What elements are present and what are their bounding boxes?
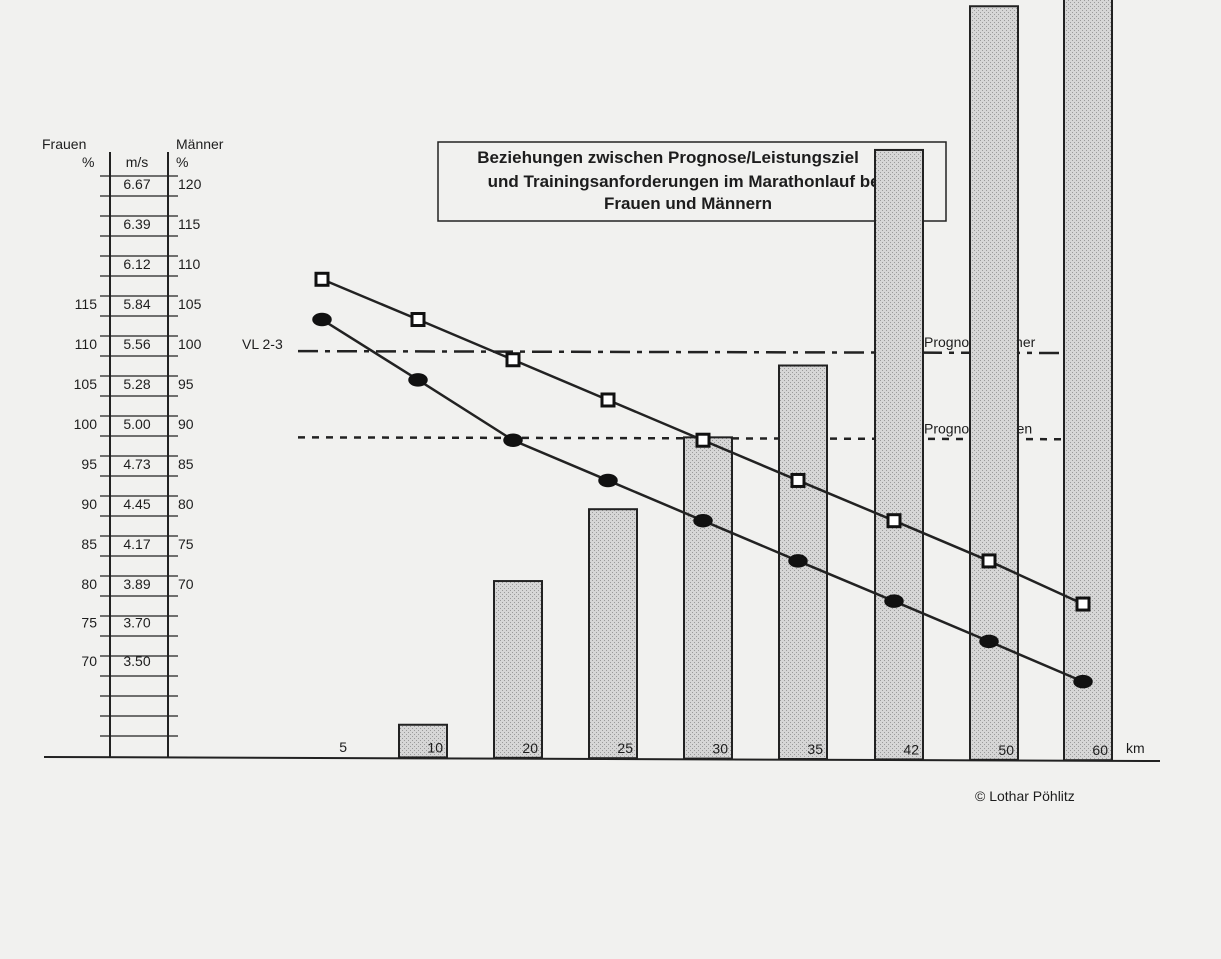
copyright: © Lothar Pöhlitz — [975, 788, 1075, 804]
bars: 5 10 20 25 30 35 42 50 60 — [339, 0, 1113, 762]
scale-maenner-label: 120 — [178, 176, 202, 192]
x-tick-label: 25 — [617, 740, 633, 756]
scale-ms-label: 6.12 — [123, 256, 150, 272]
scale-ms-label: 5.28 — [123, 376, 150, 392]
x-axis-unit: km — [1126, 740, 1145, 756]
scale-frauen-label: 75 — [81, 615, 97, 631]
series-point-square — [695, 432, 711, 448]
scale-maenner-label: 75 — [178, 536, 194, 552]
bar — [398, 723, 448, 759]
series-point-square — [600, 392, 616, 408]
scale-frauen-label: 105 — [74, 376, 98, 392]
chart-title-line-1: Beziehungen zwischen Prognose/Leistungsz… — [477, 148, 859, 167]
scale-ms-label: 4.17 — [123, 536, 150, 552]
bar — [493, 580, 543, 759]
scale-labels: 6.67 120 6.39 115 6.12 110 5.84 105 115 5.56 100 11… — [74, 176, 202, 669]
chart-title-line-3: Frauen und Männern — [604, 194, 772, 213]
scale-ms-label: 3.89 — [123, 576, 150, 592]
scale-ms-label: 5.00 — [123, 416, 150, 432]
series-point-ellipse — [312, 312, 332, 327]
scale-frauen-label: 110 — [75, 336, 98, 352]
scale-frauen-label: 95 — [81, 456, 97, 472]
scale-ms-label: 5.56 — [123, 336, 150, 352]
series-point-ellipse — [503, 433, 523, 447]
scale-maenner-label: 115 — [178, 216, 201, 232]
x-tick-label: 42 — [903, 741, 919, 757]
scale-frauen-label: 100 — [74, 416, 98, 432]
series-point-square — [1075, 596, 1091, 612]
series-point-ellipse — [408, 373, 428, 387]
scale-maenner-label: 105 — [178, 296, 202, 312]
scale-ms-label: 6.39 — [123, 216, 150, 232]
header-frauen-percent: % — [82, 154, 94, 170]
series-point-square — [886, 513, 902, 529]
scale-frauen-label: 80 — [81, 576, 97, 592]
x-tick-label: 30 — [712, 741, 728, 757]
header-maenner-percent: % — [176, 154, 188, 170]
scale-maenner-label: 85 — [178, 456, 194, 472]
series-point-ellipse — [598, 473, 618, 488]
header-frauen: Frauen — [42, 136, 86, 152]
x-tick-label: 5 — [339, 739, 347, 755]
vl-label: VL 2-3 — [242, 336, 283, 352]
scale-ms-label: 6.67 — [123, 176, 150, 192]
bar — [969, 5, 1019, 761]
x-tick-label: 20 — [522, 740, 538, 756]
scale-ms-label: 3.50 — [123, 653, 150, 669]
title-box — [437, 141, 947, 222]
scale-frauen-label: 85 — [81, 536, 97, 552]
series-point-ellipse — [1073, 674, 1093, 689]
x-tick-label: 10 — [427, 739, 443, 755]
bar — [1063, 0, 1113, 762]
x-tick-label: 35 — [807, 741, 823, 757]
series-point-square — [981, 553, 997, 569]
header-maenner: Männer — [176, 136, 224, 152]
chart-title-line-2: und Trainingsanforderungen im Marathonla… — [488, 172, 885, 191]
scale-ms-label: 5.84 — [123, 296, 150, 312]
scale-ms-label: 4.73 — [123, 456, 150, 472]
scale-maenner-label: 90 — [178, 416, 194, 432]
series-point-ellipse — [979, 634, 999, 649]
scale-maenner-label: 80 — [178, 496, 194, 512]
series-point-square — [314, 271, 330, 287]
bar — [683, 436, 733, 760]
x-tick-label: 50 — [998, 742, 1014, 758]
scale-maenner-label: 110 — [178, 256, 201, 272]
series-point-square — [410, 312, 426, 328]
scale-frauen-label: 70 — [81, 653, 97, 669]
bar — [874, 148, 924, 761]
scale-ladder — [100, 175, 178, 737]
scale-ms-label: 4.45 — [123, 496, 150, 512]
x-tick-label: 60 — [1092, 742, 1108, 758]
series-lines — [312, 271, 1093, 689]
bar — [588, 508, 638, 760]
series-point-square — [505, 352, 521, 368]
scale-maenner-label: 95 — [178, 376, 194, 392]
header-ms: m/s — [126, 154, 149, 170]
series-point-ellipse — [788, 554, 808, 568]
scale-frauen-label: 90 — [81, 496, 97, 512]
series-point-ellipse — [693, 513, 713, 528]
bar — [778, 364, 828, 760]
series-point-ellipse — [884, 594, 904, 608]
series-point-square — [790, 472, 806, 488]
scale-maenner-label: 70 — [178, 576, 194, 592]
scale-maenner-label: 100 — [178, 336, 202, 352]
scale-frauen-label: 115 — [75, 296, 98, 312]
scale-ms-label: 3.70 — [123, 615, 150, 631]
